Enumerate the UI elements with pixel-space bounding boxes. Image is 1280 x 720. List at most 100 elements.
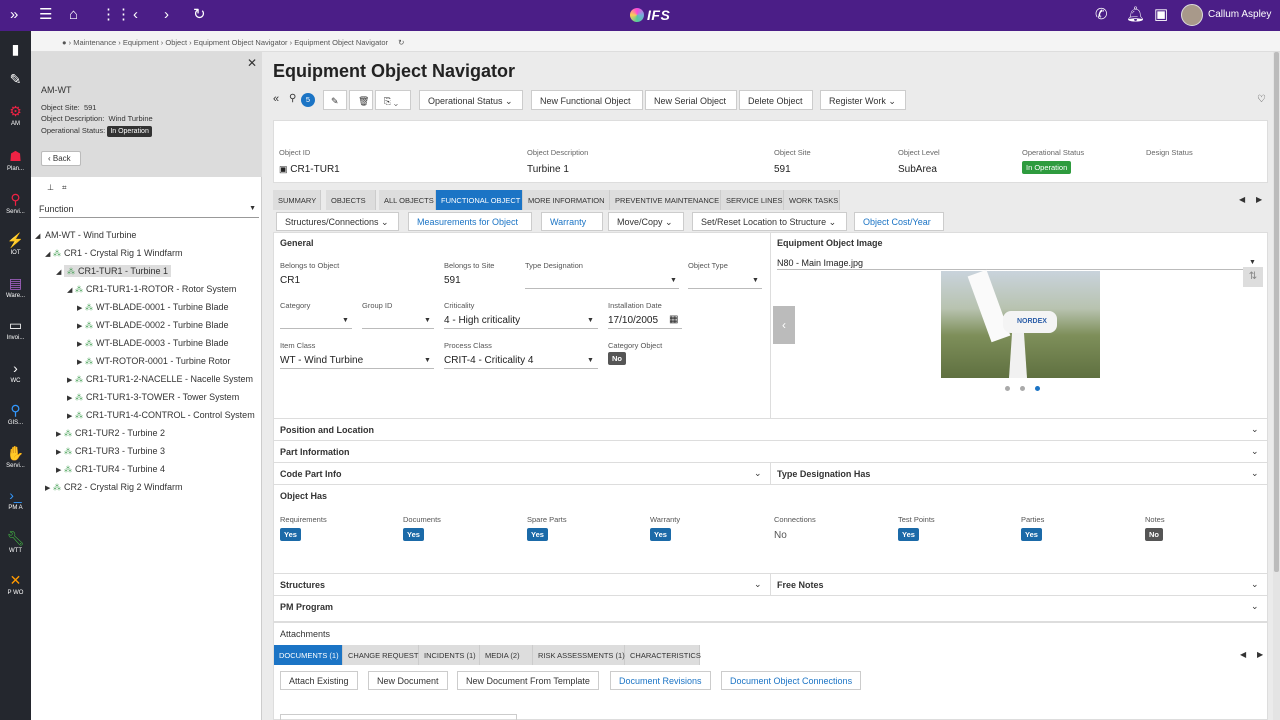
installation-date-value[interactable]: 17/10/2005: [608, 315, 659, 326]
object-level-link[interactable]: SubArea: [898, 164, 937, 175]
carousel-dots[interactable]: [1005, 383, 1050, 393]
code-part-info-section[interactable]: Code Part Info ⌄ Type Designation Has ⌄: [274, 462, 1267, 485]
tree-node[interactable]: ▶ ⁂ WT-BLADE-0003 - Turbine Blade: [77, 338, 229, 348]
forward-arrow-icon[interactable]: ›: [164, 6, 169, 23]
back-button[interactable]: ‹ Back: [41, 151, 81, 166]
close-icon[interactable]: ✕: [247, 56, 258, 70]
group-id-field[interactable]: [362, 328, 434, 329]
object-type-field[interactable]: [688, 288, 762, 289]
function-select[interactable]: Function ▼: [39, 202, 259, 218]
refresh-icon[interactable]: ↻: [398, 38, 405, 47]
tab-preventive-maintenance[interactable]: PREVENTIVE MAINTENANCE: [610, 190, 721, 210]
installation-date-field[interactable]: [608, 328, 682, 329]
new-document-from-template-button[interactable]: New Document From Template: [457, 671, 599, 690]
tree-node[interactable]: ▶ ⁂ CR1-TUR1-4-CONTROL - Control System: [67, 410, 255, 420]
tree-node[interactable]: ◢ ⁂ CR1 - Crystal Rig 1 Windfarm: [45, 248, 183, 258]
nav-item-wc[interactable]: › WC: [10, 360, 21, 384]
attachment-count-badge[interactable]: 5: [301, 93, 315, 107]
tab-summary[interactable]: SUMMARY: [273, 190, 321, 210]
scrollbar-thumb[interactable]: [1274, 52, 1279, 572]
move-copy-button[interactable]: Move/Copy ⌄: [608, 212, 684, 231]
process-class-field[interactable]: [444, 368, 598, 369]
tree-node[interactable]: ◢ AM-WT - Wind Turbine: [35, 230, 137, 240]
tab-risk-assessments[interactable]: RISK ASSESSMENTS (1): [533, 645, 625, 665]
tab-functional-object[interactable]: FUNCTIONAL OBJECT: [436, 190, 523, 210]
item-class-dropdown-icon[interactable]: ▼: [424, 357, 431, 364]
nav-item-service2[interactable]: ✋ Servi...: [6, 445, 25, 469]
user-name[interactable]: Callum Aspley: [1208, 9, 1272, 20]
belongs-to-object-value[interactable]: CR1: [280, 275, 301, 286]
home-icon[interactable]: ⌂: [69, 6, 79, 23]
back-arrow-icon[interactable]: ‹: [133, 6, 138, 23]
type-designation-dropdown-icon[interactable]: ▼: [670, 277, 677, 284]
avatar[interactable]: [1181, 4, 1203, 26]
menu-icon[interactable]: ☰: [39, 6, 53, 23]
requirements-toggle[interactable]: Yes: [280, 528, 301, 541]
object-id-link[interactable]: ▣ CR1-TUR1: [279, 164, 340, 175]
attach-existing-button[interactable]: Attach Existing: [280, 671, 358, 690]
operational-status-button[interactable]: Operational Status ⌄: [419, 90, 523, 110]
refresh-icon[interactable]: ↻: [193, 6, 206, 23]
notes-toggle[interactable]: No: [1145, 528, 1163, 541]
position-location-section[interactable]: Position and Location ⌄: [274, 418, 1267, 440]
nav-item-pma[interactable]: ›_ PM A: [8, 487, 23, 511]
apps-grid-icon[interactable]: ⋮⋮: [101, 6, 131, 23]
tab-scroll-right-icon[interactable]: ▶: [1257, 650, 1264, 659]
group-id-dropdown-icon[interactable]: ▼: [424, 317, 431, 324]
tab-characteristics[interactable]: CHARACTERISTICS: [625, 645, 701, 665]
nav-item-iot[interactable]: ⚡ IOT: [6, 232, 25, 256]
tree-node[interactable]: ▶ ⁂ CR1-TUR1-3-TOWER - Tower System: [67, 392, 240, 402]
breadcrumb-item[interactable]: Object: [165, 38, 188, 47]
tab-documents[interactable]: DOCUMENTS (1): [274, 645, 343, 665]
tree-node[interactable]: ▶ ⁂ CR1-TUR1-2-NACELLE - Nacelle System: [67, 374, 254, 384]
tab-change-request[interactable]: CHANGE REQUEST: [343, 645, 419, 665]
breadcrumb-item[interactable]: Equipment Object Navigator: [193, 38, 288, 47]
pin-icon[interactable]: ⊥: [47, 183, 54, 192]
part-information-section[interactable]: Part Information ⌄: [274, 440, 1267, 462]
warranty-toggle[interactable]: Yes: [650, 528, 671, 541]
tree-node[interactable]: ◢ ⁂ CR1-TUR1-1-ROTOR - Rotor System: [67, 284, 237, 294]
nav-item-invoice[interactable]: ▭ Invoi...: [6, 317, 25, 341]
category-dropdown-icon[interactable]: ▼: [342, 317, 349, 324]
upload-icon[interactable]: ⇅: [1243, 267, 1263, 287]
edit-icon[interactable]: ✎: [323, 90, 347, 110]
image-dropdown-icon[interactable]: ▼: [1249, 259, 1256, 266]
bookmark-icon[interactable]: ▮: [11, 41, 20, 57]
breadcrumb-item[interactable]: Equipment: [122, 38, 159, 47]
tree-node[interactable]: ▶ ⁂ CR1-TUR3 - Turbine 3: [56, 446, 166, 456]
parties-toggle[interactable]: Yes: [1021, 528, 1042, 541]
category-object-toggle[interactable]: No: [608, 352, 626, 365]
criticality-dropdown-icon[interactable]: ▼: [587, 317, 594, 324]
category-field[interactable]: [280, 328, 352, 329]
object-cost-year-button[interactable]: Object Cost/Year: [854, 212, 944, 231]
image-file-field[interactable]: [777, 269, 1260, 270]
tree-node[interactable]: ▶ ⁂ WT-BLADE-0001 - Turbine Blade: [77, 302, 229, 312]
bell-icon[interactable]: 🔔︎: [1126, 6, 1146, 23]
new-serial-object-button[interactable]: New Serial Object: [645, 90, 737, 110]
pm-program-section[interactable]: PM Program ⌄: [274, 595, 1267, 617]
object-type-dropdown-icon[interactable]: ▼: [752, 277, 759, 284]
edit-icon[interactable]: ✎: [9, 71, 22, 87]
structures-connections-button[interactable]: Structures/Connections ⌄: [276, 212, 399, 231]
tree-node[interactable]: ▶ ⁂ WT-ROTOR-0001 - Turbine Rotor: [77, 356, 231, 366]
breadcrumb-item[interactable]: Maintenance: [73, 38, 117, 47]
copy-dropdown[interactable]: ⎘ ⌄: [375, 90, 411, 110]
warranty-button[interactable]: Warranty: [541, 212, 603, 231]
process-class-value[interactable]: CRIT-4 - Criticality 4: [444, 355, 534, 366]
tree-node[interactable]: ▶ ⁂ WT-BLADE-0002 - Turbine Blade: [77, 320, 229, 330]
tab-scroll-left-icon[interactable]: ◀: [1239, 195, 1246, 204]
collapse-icon[interactable]: «: [273, 93, 280, 105]
wallet-icon[interactable]: ▣: [1154, 6, 1169, 23]
scrollbar[interactable]: [1273, 52, 1280, 720]
nav-item-am[interactable]: ⚙ AM: [9, 103, 22, 127]
phone-icon[interactable]: ✆: [1095, 6, 1108, 23]
tab-scroll-right-icon[interactable]: ▶: [1256, 195, 1263, 204]
favorite-heart-icon[interactable]: ♡: [1257, 94, 1266, 105]
type-designation-field[interactable]: [525, 288, 679, 289]
delete-icon[interactable]: 🗑︎: [349, 90, 373, 110]
measurements-button[interactable]: Measurements for Object: [408, 212, 532, 231]
new-functional-object-button[interactable]: New Functional Object: [531, 90, 643, 110]
tab-incidents[interactable]: INCIDENTS (1): [419, 645, 480, 665]
tab-scroll-left-icon[interactable]: ◀: [1240, 650, 1247, 659]
calendar-icon[interactable]: ▦: [669, 314, 679, 325]
